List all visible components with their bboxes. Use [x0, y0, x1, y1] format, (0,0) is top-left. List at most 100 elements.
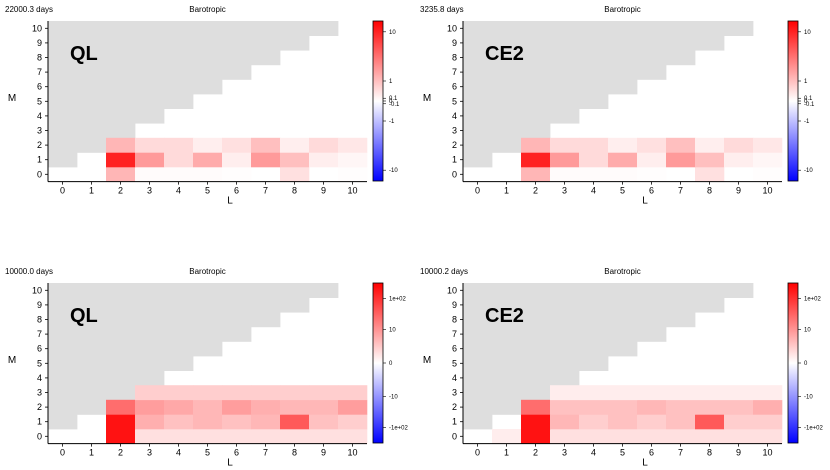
x-tick-label: 9 [321, 186, 326, 196]
y-tick-label: 6 [452, 82, 457, 92]
excluded-cell [608, 35, 638, 51]
excluded-cell [637, 35, 667, 51]
heatmap-cell-l4-m2 [579, 137, 609, 153]
y-tick-label: 9 [37, 38, 42, 48]
y-axis-label: M [8, 93, 16, 104]
excluded-cell [521, 312, 551, 328]
heatmap-cell-l6-m0 [222, 429, 252, 444]
excluded-cell [48, 79, 78, 95]
excluded-cell [579, 297, 609, 313]
excluded-cell [222, 326, 252, 342]
excluded-cell [164, 21, 194, 36]
heatmap-cell-l5-m2 [608, 137, 638, 153]
excluded-cell [521, 370, 551, 386]
days-label: 22000.3 days [5, 5, 53, 14]
heatmap-cell-l2-m0 [521, 429, 551, 444]
x-tick-label: 9 [736, 448, 741, 458]
y-tick-label: 7 [452, 67, 457, 77]
excluded-cell [106, 326, 136, 342]
excluded-cell [608, 283, 638, 298]
excluded-cell [48, 414, 78, 430]
excluded-cell [164, 312, 194, 328]
excluded-cell [521, 123, 551, 139]
heatmap-cell-l7-m1 [251, 152, 281, 168]
panel-title: Barotropic [604, 267, 640, 276]
heatmap-cell-l10-m3 [753, 385, 783, 401]
heatmap-cell-l6-m2 [637, 137, 667, 153]
excluded-cell [48, 370, 78, 386]
heatmap-cell-l8-m0 [695, 429, 725, 444]
x-tick-label: 5 [620, 186, 625, 196]
days-label: 10000.0 days [5, 267, 53, 276]
y-tick-label: 1 [37, 155, 42, 165]
colorbar [372, 20, 384, 182]
excluded-cell [637, 297, 667, 313]
excluded-cell [77, 21, 107, 36]
y-tick-label: 9 [452, 38, 457, 48]
y-tick-label: 5 [37, 358, 42, 368]
x-tick-label: 0 [60, 186, 65, 196]
x-tick-label: 0 [475, 448, 480, 458]
excluded-cell [135, 64, 165, 80]
colorbar-tick-label: -1 [389, 119, 395, 125]
x-tick-label: 7 [678, 448, 683, 458]
excluded-cell [463, 341, 493, 357]
days-label: 10000.2 days [420, 267, 468, 276]
heatmap-cell-l3-m3 [135, 385, 165, 401]
heatmap-cell-l4-m2 [164, 137, 194, 153]
x-tick-label: 5 [205, 448, 210, 458]
excluded-cell [492, 35, 522, 51]
excluded-cell [77, 297, 107, 313]
excluded-cell [666, 283, 696, 298]
excluded-cell [666, 297, 696, 313]
heatmap-cell-l10-m0 [338, 167, 368, 182]
heatmap-cell-l3-m0 [550, 167, 580, 182]
y-tick-label: 10 [32, 23, 42, 33]
heatmap-cell-l8-m0 [280, 429, 310, 444]
excluded-cell [77, 341, 107, 357]
excluded-cell [463, 123, 493, 139]
heatmap-cell-l7-m1 [666, 152, 696, 168]
y-tick-label: 3 [37, 126, 42, 136]
heatmap-cell-l2-m2 [106, 137, 136, 153]
heatmap-cell-l7-m3 [251, 385, 281, 401]
x-tick-label: 5 [205, 186, 210, 196]
excluded-cell [550, 94, 580, 109]
excluded-cell [463, 152, 493, 168]
excluded-cell [48, 385, 78, 401]
excluded-cell [48, 283, 78, 298]
x-tick-label: 9 [736, 186, 741, 196]
heatmap-cell-l10-m0 [753, 429, 783, 444]
excluded-cell [550, 326, 580, 342]
excluded-cell [608, 50, 638, 66]
excluded-cell [106, 370, 136, 386]
colorbar-tick-label: -10 [389, 168, 398, 174]
excluded-cell [48, 356, 78, 371]
excluded-cell [106, 385, 136, 401]
y-tick-label: 1 [37, 417, 42, 427]
x-tick-label: 2 [118, 186, 123, 196]
heatmap-cell-l6-m3 [222, 385, 252, 401]
excluded-cell [666, 312, 696, 328]
heatmap-cell-l5-m2 [193, 137, 223, 153]
excluded-cell [695, 283, 725, 298]
heatmap-cell-l2-m2 [521, 137, 551, 153]
excluded-cell [695, 35, 725, 51]
excluded-cell [492, 79, 522, 95]
y-tick-label: 4 [37, 373, 42, 383]
y-tick-label: 5 [37, 96, 42, 106]
excluded-cell [135, 297, 165, 313]
x-tick-label: 2 [533, 448, 538, 458]
heatmap-cell-l1-m0 [492, 429, 522, 444]
heatmap-cell-l2-m1 [106, 152, 136, 168]
excluded-cell [309, 283, 339, 298]
x-tick-label: 3 [147, 186, 152, 196]
heatmap-cell-l2-m2 [521, 399, 551, 415]
heatmap-cell-l7-m1 [666, 414, 696, 430]
x-tick-label: 6 [649, 186, 654, 196]
excluded-cell [77, 385, 107, 401]
excluded-cell [579, 21, 609, 36]
excluded-cell [637, 326, 667, 342]
heatmap-cell-l8-m2 [695, 137, 725, 153]
